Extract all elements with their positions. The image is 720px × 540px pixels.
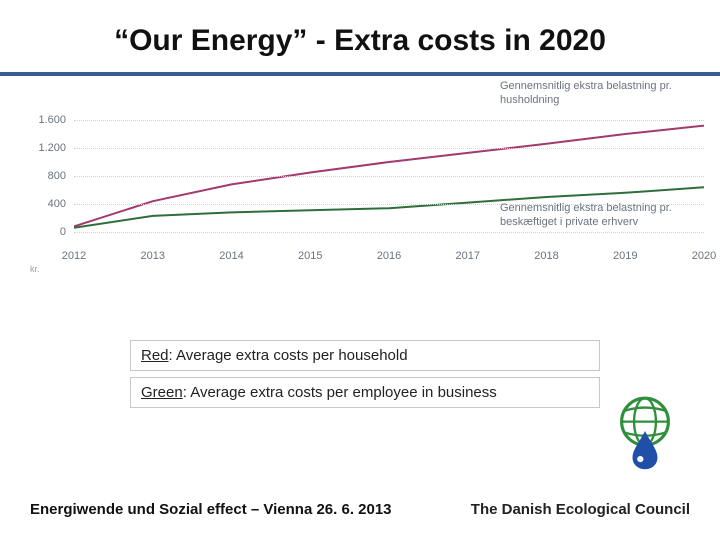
gridline <box>74 176 704 177</box>
series-label-household: Gennemsnitlig ekstra belastning pr. hush… <box>500 80 700 108</box>
line-chart: 0 400 800 1.200 1.600 kr. 2012 2013 2014 2015 20… <box>30 86 690 286</box>
x-tick-label: 2019 <box>613 250 637 262</box>
legend: Red: Average extra costs per household G… <box>130 340 600 408</box>
y-tick-label: 400 <box>48 198 66 210</box>
y-axis-labels: 0 400 800 1.200 1.600 <box>30 106 70 246</box>
footer-right: The Danish Ecological Council <box>471 501 690 518</box>
legend-row-green: Green: Average extra costs per employee … <box>130 377 600 408</box>
legend-row-red: Red: Average extra costs per household <box>130 340 600 371</box>
legend-green-label: Green <box>141 384 183 401</box>
x-tick-label: 2012 <box>62 250 86 262</box>
title-divider <box>0 72 720 76</box>
x-tick-label: 2016 <box>377 250 401 262</box>
org-logo <box>606 392 684 470</box>
x-axis-labels: 201220132014201520162017201820192020 <box>74 250 704 266</box>
y-tick-label: 800 <box>48 170 66 182</box>
x-tick-label: 2020 <box>692 250 716 262</box>
series-label-business: Gennemsnitlig ekstra belastning pr. besk… <box>500 202 700 230</box>
x-tick-label: 2015 <box>298 250 322 262</box>
legend-green-text: : Average extra costs per employee in bu… <box>183 384 497 401</box>
x-tick-label: 2017 <box>456 250 480 262</box>
gridline <box>74 120 704 121</box>
x-tick-label: 2014 <box>219 250 243 262</box>
drop-highlight <box>637 456 643 462</box>
gridline <box>74 232 704 233</box>
gridline <box>74 148 704 149</box>
y-tick-label: 1.600 <box>38 114 66 126</box>
y-tick-label: 1.200 <box>38 142 66 154</box>
y-tick-label: 0 <box>60 226 66 238</box>
y-axis-unit: kr. <box>30 264 40 274</box>
legend-red-label: Red <box>141 347 169 364</box>
page-title: “Our Energy” - Extra costs in 2020 <box>30 24 690 58</box>
footer: Energiwende und Sozial effect – Vienna 2… <box>30 501 690 518</box>
legend-red-text: : Average extra costs per household <box>169 347 408 364</box>
x-tick-label: 2013 <box>141 250 165 262</box>
x-tick-label: 2018 <box>534 250 558 262</box>
footer-left: Energiwende und Sozial effect – Vienna 2… <box>30 501 392 518</box>
